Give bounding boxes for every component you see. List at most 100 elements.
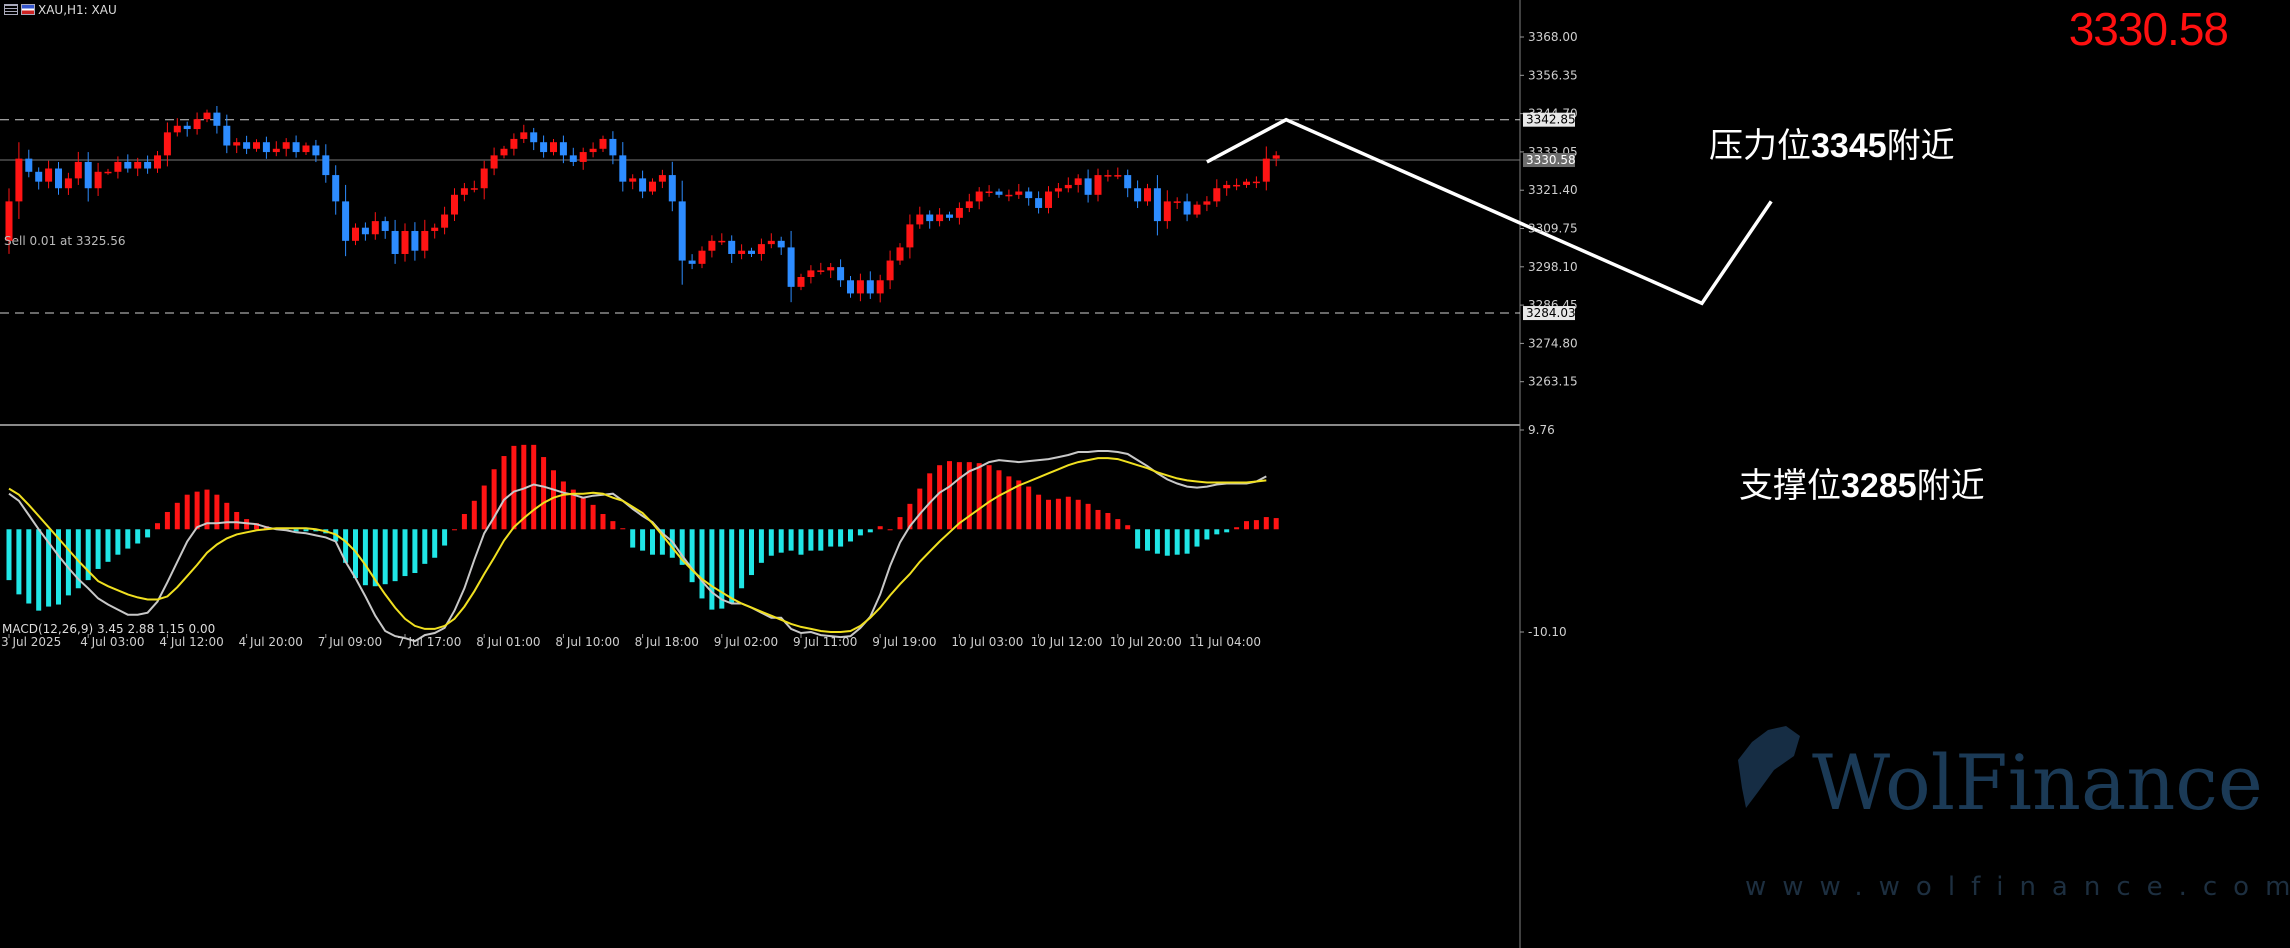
candle-body [599, 138, 607, 149]
candle-body [154, 155, 161, 169]
macd-bar [372, 529, 378, 587]
candle [272, 141, 280, 157]
x-tick-label: 4 Jul 20:00 [239, 635, 303, 649]
macd-y-tick-label: 9.76 [1528, 423, 1555, 437]
candle [282, 138, 290, 157]
candle-body [144, 161, 152, 169]
macd-bar [174, 502, 180, 530]
y-tick-label: 3356.35 [1528, 68, 1578, 82]
candle-body [559, 142, 567, 156]
candle-body [480, 168, 488, 189]
macd-bar [560, 481, 566, 530]
candle-body [936, 214, 944, 222]
menu-icon[interactable] [4, 4, 18, 15]
macd-bar [1194, 529, 1200, 547]
candle [678, 180, 686, 285]
macd-bar [1095, 509, 1101, 530]
candle-body [1183, 201, 1191, 215]
projection-path [1206, 117, 1773, 306]
y-tick-label: 3309.75 [1528, 222, 1578, 236]
macd-bar [947, 461, 952, 530]
y-tick-label: 3321.40 [1528, 183, 1578, 197]
macd-bar [778, 529, 784, 553]
price-tag-text: 3342.85 [1526, 113, 1576, 127]
candle-body [421, 230, 429, 251]
macd-bar [917, 488, 923, 530]
macd-title: MACD(12,26,9) 3.45 2.88 1.15 0.00 [2, 622, 216, 636]
candle-body [1015, 191, 1023, 195]
candle [35, 167, 43, 190]
candle-body [1272, 155, 1280, 159]
candle-body [985, 191, 993, 194]
macd-bar [808, 529, 814, 551]
candle [1203, 196, 1211, 212]
candle-body [15, 158, 23, 202]
macd-bar [1085, 503, 1091, 530]
price-tag-text: 3284.03 [1526, 306, 1576, 320]
macd-bar [1046, 499, 1051, 530]
candle-body [738, 250, 746, 254]
candle [411, 222, 419, 261]
candle [698, 246, 706, 269]
candle-body [1064, 184, 1072, 189]
support-prefix: 支撑位 [1739, 466, 1841, 506]
candle-body [193, 119, 201, 130]
candle [688, 254, 696, 270]
macd-bar [1234, 527, 1240, 530]
candle-body [470, 188, 478, 190]
x-tick-label: 9 Jul 19:00 [872, 635, 936, 649]
macd-bar [1174, 529, 1180, 555]
macd-bar [867, 529, 873, 533]
support-price-tag: 3284.03 [1523, 306, 1576, 321]
candle [1163, 190, 1171, 229]
macd-bar [877, 526, 883, 530]
candle [965, 193, 973, 213]
candle [55, 162, 62, 195]
candle-body [1223, 184, 1231, 189]
candle-body [352, 227, 359, 241]
macd-bar [1154, 529, 1160, 554]
candle-body [1114, 175, 1122, 177]
macd-bar [145, 529, 151, 538]
candle [490, 147, 498, 176]
candle [936, 208, 944, 227]
candle [1045, 186, 1052, 214]
candle [391, 219, 399, 264]
candle [431, 223, 439, 239]
candle-body [64, 178, 72, 189]
x-tick-label: 8 Jul 01:00 [476, 635, 540, 649]
candle [916, 206, 924, 229]
macd-bar [768, 529, 774, 556]
candle [421, 219, 429, 259]
candle-body [1035, 198, 1043, 208]
candle-body [1104, 175, 1112, 177]
y-tick-label: 3298.10 [1528, 260, 1578, 274]
macd-bar [857, 529, 863, 536]
candle-body [718, 240, 726, 243]
candle-body [1213, 188, 1221, 202]
candle-body [896, 247, 904, 261]
candle [946, 211, 953, 221]
macd-bar [56, 529, 61, 605]
candle [668, 161, 676, 212]
candle-body [767, 240, 775, 245]
x-tick-label: 4 Jul 12:00 [159, 635, 223, 649]
candle [381, 216, 389, 239]
candle [906, 214, 914, 259]
candle [787, 230, 795, 303]
macd-bar [115, 529, 121, 555]
candle-body [827, 267, 835, 271]
candle-body [361, 227, 369, 235]
candle-body [253, 142, 260, 149]
candle-body [1005, 194, 1013, 197]
candle [94, 162, 102, 196]
macd-bar [739, 529, 745, 589]
macd-bar [1184, 529, 1190, 554]
candle-body [104, 171, 112, 174]
candle-body [609, 138, 617, 156]
candle-body [1074, 178, 1082, 185]
candle-body [223, 125, 231, 146]
candle-body [510, 138, 518, 149]
macd-bar [412, 529, 418, 574]
macd-bar [669, 529, 675, 558]
